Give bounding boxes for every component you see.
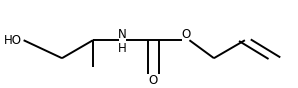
Text: N: N: [118, 28, 127, 41]
Text: H: H: [118, 42, 127, 55]
Text: O: O: [149, 74, 158, 87]
Text: HO: HO: [4, 34, 22, 47]
Text: O: O: [181, 28, 190, 41]
